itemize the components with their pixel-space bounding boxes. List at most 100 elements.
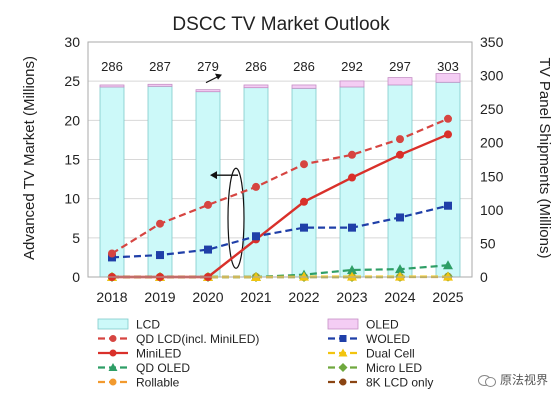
y2-tick-label: 0	[480, 269, 488, 285]
y2-tick-label: 100	[480, 202, 504, 218]
bar-oled-2022	[291, 84, 317, 89]
point-miniled-2024	[396, 150, 404, 159]
point-qd-lcd-incl-miniled-2020	[204, 200, 212, 209]
point-dual-cell-2022	[299, 271, 309, 281]
legend-item-qd-oled: QD OLED	[98, 361, 190, 375]
x-tick-label-2024: 2024	[384, 289, 415, 305]
point-miniled-2022	[300, 197, 308, 206]
bar-total-label-2020: 279	[197, 59, 219, 74]
y2-tick-label: 150	[480, 168, 504, 184]
bar-lcd-2024	[387, 84, 413, 278]
bar-lcd-2018	[99, 86, 125, 278]
series-line-qd-lcd-incl-miniled	[111, 117, 449, 255]
point-qd-oled-2023	[347, 264, 357, 274]
point-qd-lcd-incl-miniled-2024	[396, 135, 404, 144]
legend-swatch-oled	[327, 318, 359, 330]
point-woled-2024	[396, 213, 404, 222]
y-axis-label-left: Advanced TV Market (Millions)	[21, 56, 38, 260]
legend-marker-qd-lcd-incl-miniled	[109, 335, 117, 342]
x-tick-label-2025: 2025	[432, 289, 463, 305]
point-qd-lcd-incl-miniled-2019	[156, 219, 164, 228]
y-tick-label: 30	[64, 34, 80, 50]
y2-tick-label: 50	[480, 235, 496, 251]
bar-total-label-2025: 303	[437, 59, 459, 74]
legend-item-woled: WOLED	[328, 332, 410, 346]
legend-item-qd-lcd-incl-miniled: QD LCD(incl. MiniLED)	[98, 332, 259, 346]
annotation-arrowhead-left	[210, 171, 217, 180]
legend-label-8k-lcd-only: 8K LCD only	[366, 376, 433, 390]
point-qd-lcd-incl-miniled-2018	[108, 249, 116, 258]
point-woled-2021	[252, 232, 260, 241]
bar-lcd-2025	[435, 81, 461, 278]
y2-tick-label: 350	[480, 34, 504, 50]
point-miniled-2023	[348, 173, 356, 182]
chart-title: DSCC TV Market Outlook	[172, 14, 390, 35]
legend-marker-miniled	[109, 349, 117, 357]
wechat-icon	[477, 373, 496, 387]
y2-tick-label: 300	[480, 68, 504, 84]
bar-totals-layer: 286 287 279 286 286 292 297 303	[101, 59, 459, 74]
series-line-woled	[111, 204, 449, 259]
y-tick-label: 15	[64, 152, 80, 168]
grid-lines	[88, 41, 472, 278]
x-tick-label-2018: 2018	[96, 289, 127, 305]
bar-total-label-2019: 287	[149, 59, 171, 74]
y-tick-label: 25	[64, 73, 80, 89]
point-woled-2025	[444, 201, 452, 210]
point-dual-cell-2023	[347, 271, 357, 281]
x-tick-label-2019: 2019	[144, 289, 175, 305]
bar-oled-2021	[243, 84, 269, 89]
legend-marker-woled	[339, 335, 347, 342]
x-tick-label-2023: 2023	[336, 289, 367, 305]
y2-tick-label: 200	[480, 135, 504, 151]
point-miniled-2025	[444, 130, 452, 139]
legend-item-miniled: MiniLED	[98, 347, 182, 361]
point-qd-oled-2024	[395, 264, 405, 274]
legend-item-rollable: Rollable	[98, 376, 180, 390]
bar-total-label-2024: 297	[389, 59, 411, 74]
point-woled-2019	[156, 251, 164, 260]
bar-total-label-2022: 286	[293, 59, 315, 74]
plot-frame	[87, 41, 473, 278]
point-qd-lcd-incl-miniled-2025	[444, 114, 452, 123]
bar-oled-2018	[99, 84, 125, 88]
legend-label-oled: OLED	[366, 318, 399, 332]
point-woled-2022	[300, 223, 308, 232]
y-axis-label-right: TV Panel Shipments (Millions)	[536, 58, 553, 259]
point-qd-lcd-incl-miniled-2021	[252, 182, 260, 191]
legend-label-micro-led: Micro LED	[366, 361, 422, 375]
point-woled-2020	[204, 245, 212, 254]
bar-oled-2019	[147, 83, 173, 87]
bar-total-label-2018: 286	[101, 59, 123, 74]
legend-marker-rollable	[109, 378, 117, 386]
point-dual-cell-2025	[443, 271, 453, 281]
legend-item-dual-cell: Dual Cell	[328, 347, 415, 361]
x-tick-label-2022: 2022	[288, 289, 319, 305]
point-qd-lcd-incl-miniled-2022	[300, 160, 308, 169]
legend-item-micro-led: Micro LED	[328, 361, 422, 375]
legend-marker-dual-cell	[338, 348, 348, 357]
bar-lcd-2019	[147, 85, 173, 278]
annotation-arrowhead-right	[215, 73, 222, 80]
legend-marker-8k-lcd-only	[339, 378, 347, 386]
legend-label-rollable: Rollable	[136, 376, 180, 390]
legend-swatch-lcd	[97, 318, 129, 330]
legend-marker-qd-oled	[108, 363, 118, 371]
y2-tick-label: 250	[480, 101, 504, 117]
legend-marker-micro-led	[338, 363, 348, 372]
point-woled-2023	[348, 223, 356, 232]
legend-label-dual-cell: Dual Cell	[366, 347, 415, 361]
x-tick-label-2021: 2021	[240, 289, 271, 305]
bar-oled-2025	[435, 73, 461, 83]
watermark: 原法视界	[477, 371, 548, 388]
y-tick-label: 10	[64, 191, 80, 207]
y-tick-label: 0	[72, 269, 80, 285]
legend-label-miniled: MiniLED	[136, 347, 182, 361]
y-tick-label: 5	[72, 230, 80, 246]
legend-label-qd-lcd-incl-miniled: QD LCD(incl. MiniLED)	[136, 332, 259, 346]
point-qd-oled-2025	[443, 260, 453, 270]
legend-label-lcd: LCD	[136, 318, 160, 332]
annotation-arrow-right	[205, 76, 219, 84]
bar-lcd-2022	[291, 87, 317, 278]
